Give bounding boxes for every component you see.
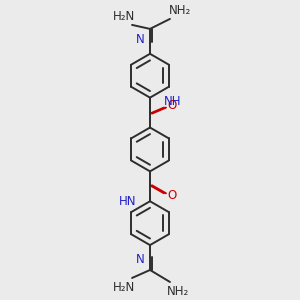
Text: NH: NH xyxy=(164,95,182,108)
Text: HN: HN xyxy=(118,195,136,208)
Text: O: O xyxy=(167,189,176,202)
Text: N: N xyxy=(136,253,144,266)
Text: H₂N: H₂N xyxy=(113,281,135,294)
Text: N: N xyxy=(136,33,144,46)
Text: H₂N: H₂N xyxy=(113,11,135,23)
Text: NH₂: NH₂ xyxy=(169,4,191,17)
Text: O: O xyxy=(167,99,176,112)
Text: NH₂: NH₂ xyxy=(167,285,189,298)
